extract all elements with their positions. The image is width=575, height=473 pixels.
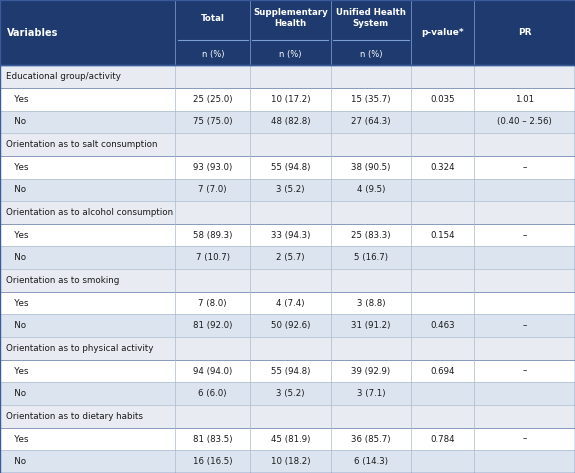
Text: Orientation as to dietary habits: Orientation as to dietary habits	[6, 412, 143, 421]
Bar	[0, 269, 575, 292]
Bar	[0, 111, 575, 133]
Text: 45 (81.9): 45 (81.9)	[271, 435, 310, 444]
Text: 10 (17.2): 10 (17.2)	[271, 95, 310, 104]
Text: 55 (94.8): 55 (94.8)	[271, 163, 310, 172]
Text: Supplementary
Health: Supplementary Health	[253, 8, 328, 28]
Text: Yes: Yes	[6, 231, 28, 240]
Text: Variables: Variables	[7, 27, 58, 38]
Bar	[0, 450, 575, 473]
Text: 48 (82.8): 48 (82.8)	[271, 117, 310, 126]
Text: 2 (5.7): 2 (5.7)	[276, 254, 305, 263]
Text: 4 (7.4): 4 (7.4)	[276, 298, 305, 307]
Text: 7 (7.0): 7 (7.0)	[198, 185, 227, 194]
Text: 1.01: 1.01	[515, 95, 534, 104]
Text: No: No	[6, 321, 26, 330]
Text: 6 (14.3): 6 (14.3)	[354, 457, 388, 466]
Text: n (%): n (%)	[359, 50, 382, 59]
Bar	[0, 0, 575, 65]
Text: 3 (8.8): 3 (8.8)	[356, 298, 385, 307]
Bar	[0, 65, 575, 88]
Text: 75 (75.0): 75 (75.0)	[193, 117, 232, 126]
Text: Yes: Yes	[6, 298, 28, 307]
Text: 5 (16.7): 5 (16.7)	[354, 254, 388, 263]
Text: Orientation as to salt consumption: Orientation as to salt consumption	[6, 140, 157, 149]
Text: –: –	[523, 435, 527, 444]
Bar	[0, 201, 575, 224]
Text: 0.035: 0.035	[431, 95, 455, 104]
Text: Orientation as to alcohol consumption: Orientation as to alcohol consumption	[6, 208, 173, 217]
Text: 36 (85.7): 36 (85.7)	[351, 435, 390, 444]
Text: 50 (92.6): 50 (92.6)	[271, 321, 310, 330]
Text: 16 (16.5): 16 (16.5)	[193, 457, 232, 466]
Text: –: –	[523, 231, 527, 240]
Text: 81 (92.0): 81 (92.0)	[193, 321, 232, 330]
Text: Yes: Yes	[6, 367, 28, 376]
Bar	[0, 337, 575, 360]
Bar	[0, 246, 575, 269]
Bar	[0, 405, 575, 428]
Text: Unified Health
System: Unified Health System	[336, 8, 406, 28]
Text: 94 (94.0): 94 (94.0)	[193, 367, 232, 376]
Bar	[0, 360, 575, 382]
Text: –: –	[523, 163, 527, 172]
Text: 55 (94.8): 55 (94.8)	[271, 367, 310, 376]
Text: –: –	[523, 367, 527, 376]
Text: No: No	[6, 254, 26, 263]
Text: 38 (90.5): 38 (90.5)	[351, 163, 390, 172]
Text: 0.154: 0.154	[431, 231, 455, 240]
Text: 25 (83.3): 25 (83.3)	[351, 231, 390, 240]
Text: 0.694: 0.694	[431, 367, 455, 376]
Text: Orientation as to smoking: Orientation as to smoking	[6, 276, 119, 285]
Text: 0.784: 0.784	[431, 435, 455, 444]
Text: n (%): n (%)	[279, 50, 302, 59]
Text: Yes: Yes	[6, 435, 28, 444]
Text: 81 (83.5): 81 (83.5)	[193, 435, 232, 444]
Text: 3 (5.2): 3 (5.2)	[276, 389, 305, 398]
Bar	[0, 156, 575, 178]
Text: 4 (9.5): 4 (9.5)	[356, 185, 385, 194]
Text: 25 (25.0): 25 (25.0)	[193, 95, 232, 104]
Text: No: No	[6, 117, 26, 126]
Text: 3 (5.2): 3 (5.2)	[276, 185, 305, 194]
Text: 27 (64.3): 27 (64.3)	[351, 117, 390, 126]
Text: 39 (92.9): 39 (92.9)	[351, 367, 390, 376]
Text: –: –	[523, 321, 527, 330]
Bar	[0, 88, 575, 111]
Bar	[0, 224, 575, 246]
Text: 31 (91.2): 31 (91.2)	[351, 321, 390, 330]
Bar	[0, 178, 575, 201]
Text: Orientation as to physical activity: Orientation as to physical activity	[6, 344, 153, 353]
Text: 0.324: 0.324	[431, 163, 455, 172]
Text: 58 (89.3): 58 (89.3)	[193, 231, 232, 240]
Text: 10 (18.2): 10 (18.2)	[271, 457, 310, 466]
Text: 6 (6.0): 6 (6.0)	[198, 389, 227, 398]
Bar	[0, 292, 575, 315]
Text: 15 (35.7): 15 (35.7)	[351, 95, 390, 104]
Bar	[0, 315, 575, 337]
Text: n (%): n (%)	[201, 50, 224, 59]
Text: 7 (8.0): 7 (8.0)	[198, 298, 227, 307]
Bar	[0, 382, 575, 405]
Text: No: No	[6, 185, 26, 194]
Text: (0.40 – 2.56): (0.40 – 2.56)	[497, 117, 552, 126]
Text: Yes: Yes	[6, 163, 28, 172]
Text: 7 (10.7): 7 (10.7)	[196, 254, 230, 263]
Text: 3 (7.1): 3 (7.1)	[356, 389, 385, 398]
Text: p-value*: p-value*	[421, 28, 464, 37]
Text: No: No	[6, 389, 26, 398]
Text: PR: PR	[518, 28, 531, 37]
Text: Total: Total	[201, 14, 225, 23]
Text: Yes: Yes	[6, 95, 28, 104]
Text: Educational group/activity: Educational group/activity	[6, 72, 121, 81]
Bar	[0, 133, 575, 156]
Text: 0.463: 0.463	[431, 321, 455, 330]
Bar	[0, 428, 575, 450]
Text: 33 (94.3): 33 (94.3)	[271, 231, 310, 240]
Text: No: No	[6, 457, 26, 466]
Text: 93 (93.0): 93 (93.0)	[193, 163, 232, 172]
